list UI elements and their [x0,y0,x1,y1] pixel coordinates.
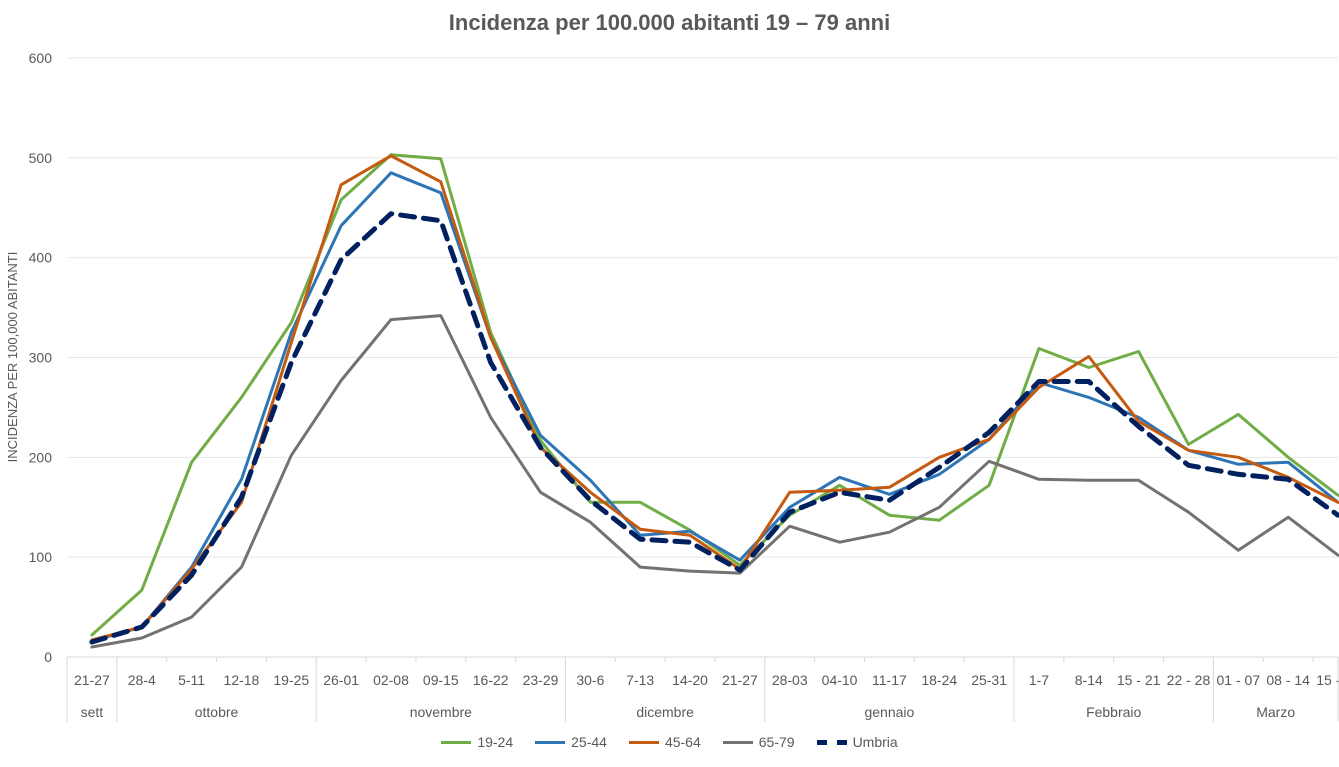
x-tick-label: 15 - 21 [1316,672,1339,688]
x-tick-label: 23-29 [523,672,559,688]
month-group-label: novembre [410,704,472,720]
month-group-label: dicembre [636,704,694,720]
month-group-label: Marzo [1256,704,1295,720]
x-tick-label: 12-18 [224,672,260,688]
series-line-umbria [89,211,1339,645]
legend-label: 25-44 [571,734,607,750]
legend-swatch [628,740,659,744]
x-tick-label: 04-10 [822,672,858,688]
x-tick-label: 02-08 [373,672,409,688]
x-tick-label: 15 - 21 [1117,672,1161,688]
legend-label: 65-79 [758,734,795,750]
x-tick-label: 16-22 [473,672,509,688]
legend-item: 19-24 [441,734,513,750]
legend-label: Umbria [852,734,898,750]
x-tick-label: 28-4 [128,672,156,688]
legend: 19-24 25-44 45-64 65-79 Umbria [0,734,1339,750]
x-tick-label: 8-14 [1075,672,1103,688]
series-line-45-64 [90,154,1339,642]
x-tick-label: 01 - 07 [1217,672,1261,688]
y-axis: 0 100 200 300 400 500 600 [29,50,53,665]
legend-swatch [441,740,472,744]
x-tick-label: 19-25 [273,672,309,688]
x-tick-label: 1-7 [1029,672,1049,688]
gridlines [67,57,1338,558]
legend-label: 19-24 [477,734,514,750]
legend-item: Umbria [816,734,898,750]
x-tick-label: 26-01 [323,672,359,688]
month-group-label: Febbraio [1086,704,1141,720]
legend-swatch [535,740,566,744]
y-tick-label: 500 [29,150,53,166]
month-group-label: sett [81,704,104,720]
x-tick-label: 25-31 [971,672,1007,688]
x-tick-label: 22 - 28 [1167,672,1211,688]
month-group-label: ottobre [195,704,239,720]
x-axis: 21-27 28-4 5-11 12-18 19-25 26-01 02-08 09-15 16… [66,656,1339,722]
month-group-label: gennaio [864,704,914,720]
y-tick-label: 300 [29,350,53,366]
y-tick-label: 400 [29,250,53,266]
x-tick-label: 09-15 [423,672,459,688]
x-tick-label: 08 - 14 [1266,672,1310,688]
y-tick-label: 200 [29,449,53,465]
y-axis-label: INCIDENZA PER 100,000 ABITANTI [5,252,20,463]
legend-item: 25-44 [535,734,607,750]
x-tick-label: 18-24 [921,672,957,688]
x-tick-label: 5-11 [178,672,205,688]
series-lines [89,153,1339,649]
series-line-19-24 [90,153,1339,637]
legend-label: 45-64 [664,734,701,750]
legend-item: 65-79 [722,734,795,750]
x-tick-label: 21-27 [722,672,758,688]
x-tick-label: 30-6 [576,672,604,688]
x-tick-label: 7-13 [626,672,654,688]
y-tick-label: 600 [29,50,53,66]
x-tick-label: 14-20 [672,672,708,688]
legend-item: 45-64 [628,734,701,750]
y-tick-label: 0 [44,649,52,665]
x-tick-label: 11-17 [872,672,907,688]
x-tick-label: 28-03 [772,672,808,688]
x-tick-label: 21-27 [74,672,110,688]
y-tick-label: 100 [29,549,53,565]
legend-swatch [722,740,753,744]
legend-swatch [816,739,847,745]
chart-title: Incidenza per 100.000 abitanti 19 – 79 a… [448,10,891,35]
series-line-65-79 [90,314,1339,649]
